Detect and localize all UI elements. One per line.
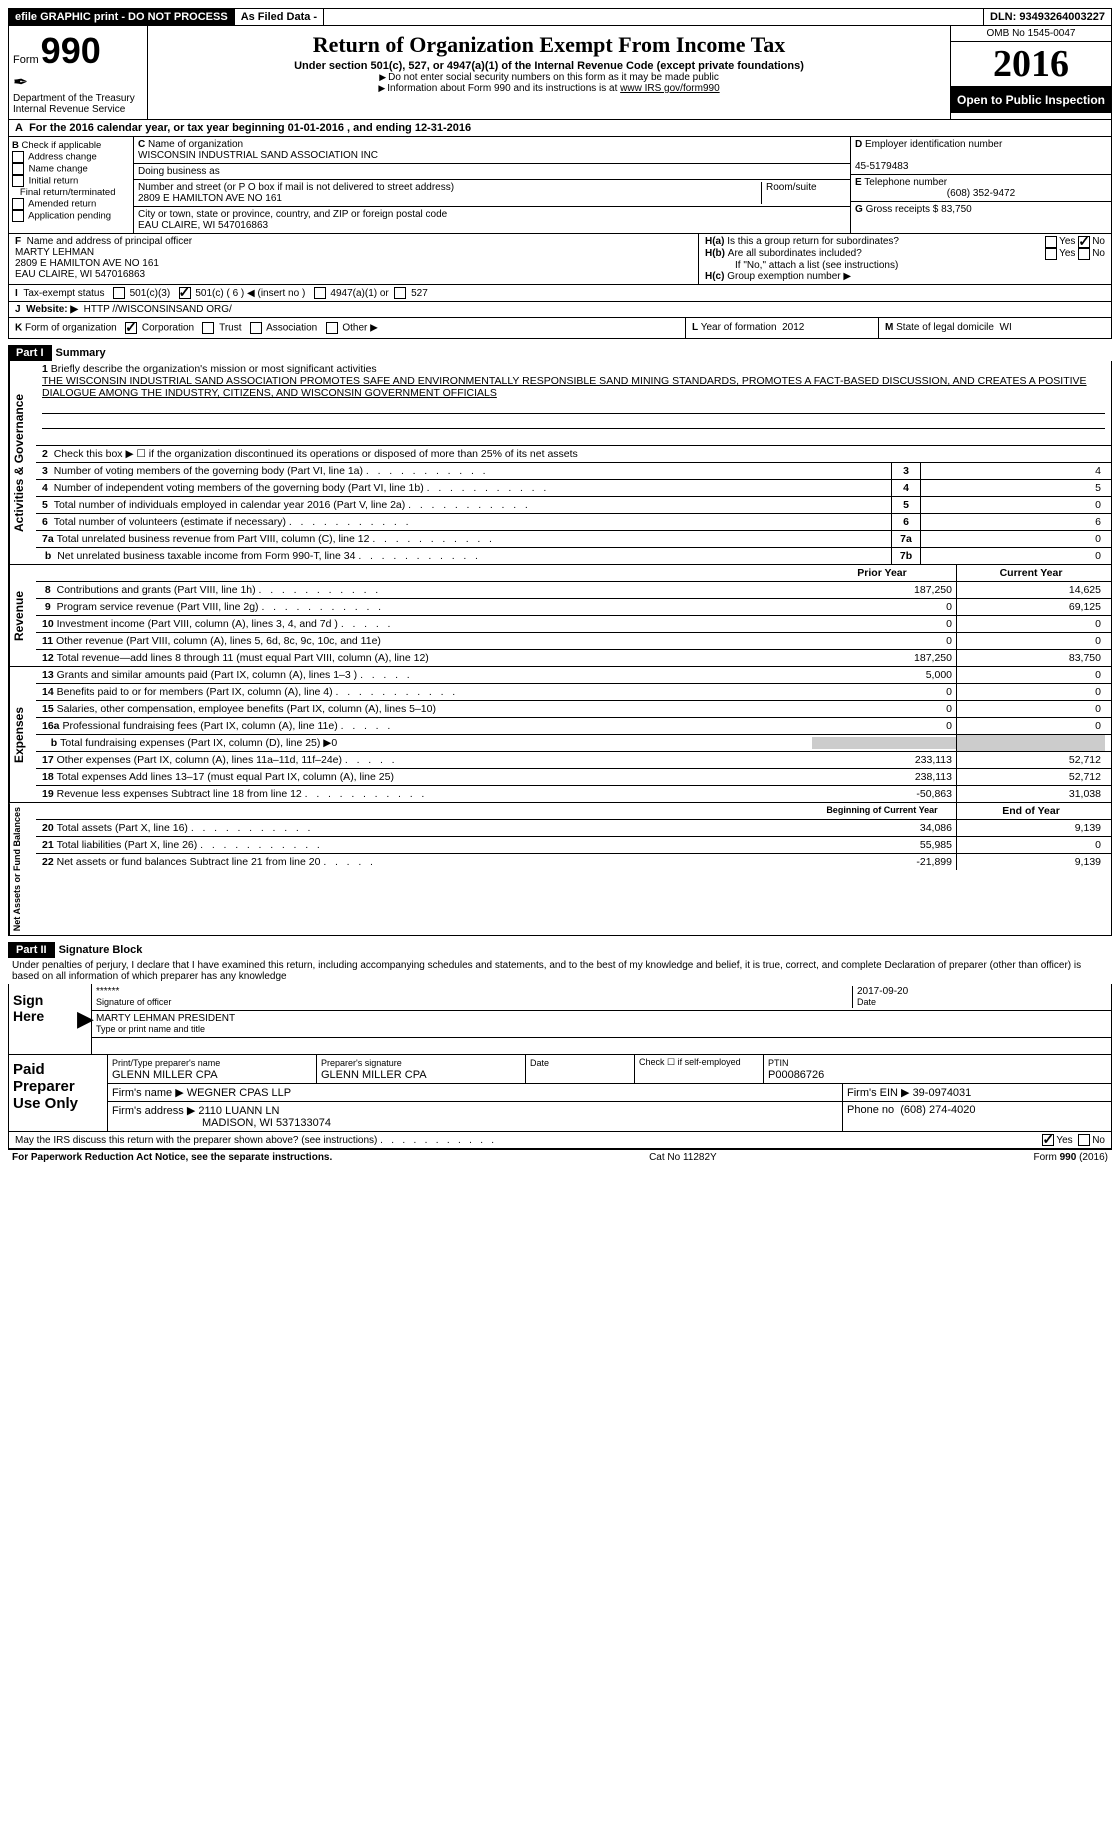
- revenue-section: Revenue Prior Year Current Year 8 Contri…: [8, 565, 1112, 667]
- col-deg: D Employer identification number45-51794…: [850, 137, 1111, 233]
- treasury-seal-icon: ✒: [13, 72, 143, 93]
- form-title: Return of Organization Exempt From Incom…: [156, 32, 942, 58]
- irs-link[interactable]: www IRS gov/form990: [620, 83, 719, 94]
- part1-header: Part ISummary: [8, 339, 1112, 361]
- form-header: Form990 ✒ Department of the Treasury Int…: [8, 26, 1112, 120]
- col-b: B Check if applicable Address change Nam…: [9, 137, 134, 233]
- net-assets-section: Net Assets or Fund Balances Beginning of…: [8, 803, 1112, 936]
- efile-label: efile GRAPHIC print - DO NOT PROCESS: [9, 9, 235, 25]
- part2-header: Part IISignature Block: [8, 936, 1112, 958]
- dln: DLN: 93493264003227: [984, 9, 1111, 25]
- discuss-row: May the IRS discuss this return with the…: [8, 1132, 1112, 1149]
- col-c: C Name of organizationWISCONSIN INDUSTRI…: [134, 137, 850, 233]
- row-i: I Tax-exempt status 501(c)(3) 501(c) ( 6…: [8, 285, 1112, 302]
- expenses-section: Expenses 13 Grants and similar amounts p…: [8, 667, 1112, 803]
- col-f: F Name and address of principal officer …: [9, 234, 699, 284]
- row-a: A For the 2016 calendar year, or tax yea…: [8, 120, 1112, 137]
- header-middle: Return of Organization Exempt From Incom…: [148, 26, 951, 119]
- sign-here-block: Sign Here ▶ ******Signature of officer 2…: [8, 984, 1112, 1055]
- asfiled-label: As Filed Data -: [235, 9, 324, 25]
- row-j: J Website: ▶ HTTP //WISCONSINSAND ORG/: [8, 302, 1112, 318]
- efile-topbar: efile GRAPHIC print - DO NOT PROCESS As …: [8, 8, 1112, 26]
- perjury-text: Under penalties of perjury, I declare th…: [8, 958, 1112, 984]
- activities-governance: Activities & Governance 1 Briefly descri…: [8, 361, 1112, 565]
- paid-preparer-block: Paid Preparer Use Only Print/Type prepar…: [8, 1055, 1112, 1132]
- entity-grid: B Check if applicable Address change Nam…: [8, 137, 1112, 234]
- fh-grid: F Name and address of principal officer …: [8, 234, 1112, 285]
- row-klm: K Form of organization Corporation Trust…: [8, 318, 1112, 339]
- page-footer: For Paperwork Reduction Act Notice, see …: [8, 1149, 1112, 1165]
- header-left: Form990 ✒ Department of the Treasury Int…: [9, 26, 148, 119]
- header-right: OMB No 1545-0047 2016 Open to Public Ins…: [951, 26, 1111, 119]
- col-h: H(a) Is this a group return for subordin…: [699, 234, 1111, 284]
